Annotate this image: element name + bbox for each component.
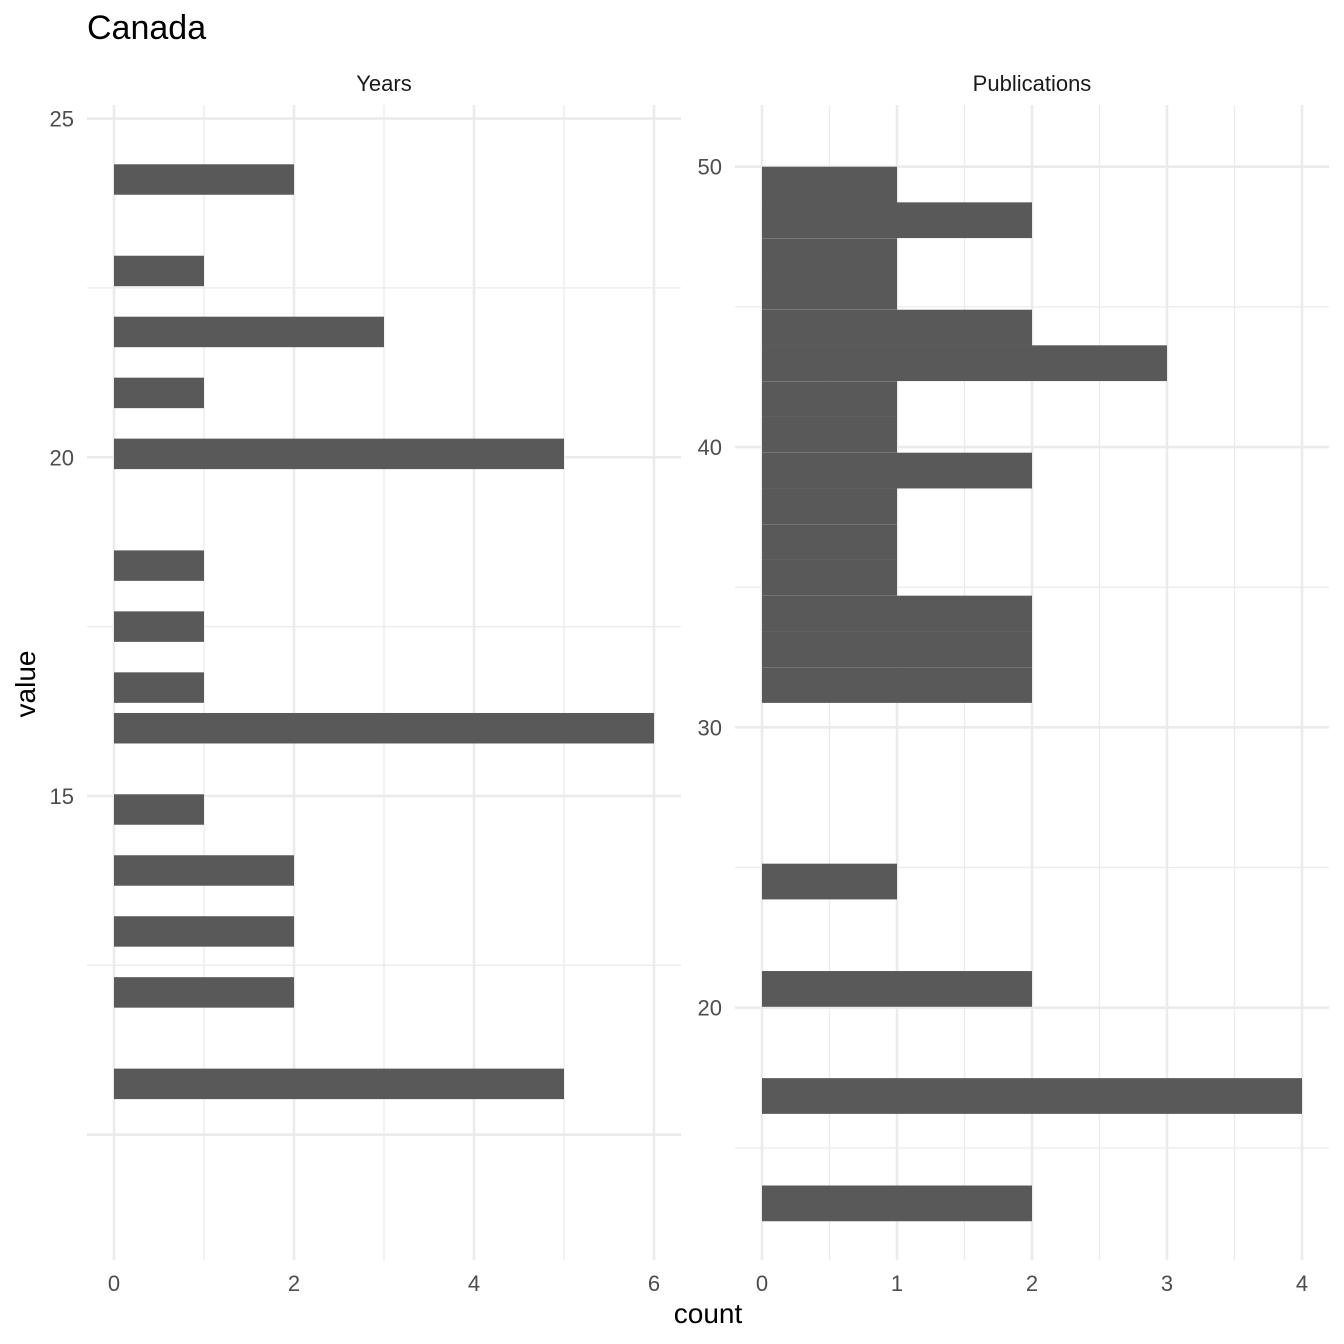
y-tick-label: 25 <box>50 107 74 132</box>
panel-strip-label: Publications <box>973 71 1092 96</box>
panel-publications: Publications 20 30 40 50 0 1 2 3 4 <box>698 71 1329 1296</box>
bar <box>762 1185 1032 1222</box>
bar <box>114 255 204 287</box>
x-tick-label: 2 <box>1026 1271 1038 1296</box>
x-tick-label: 0 <box>756 1271 768 1296</box>
bar <box>114 916 294 947</box>
bar <box>762 166 897 203</box>
bar <box>762 416 897 453</box>
bar <box>762 202 1032 239</box>
panel-strip-label: Years <box>356 71 411 96</box>
x-tick-label: 2 <box>288 1271 300 1296</box>
bar <box>762 1078 1302 1114</box>
bar <box>114 712 654 744</box>
bar <box>114 377 204 409</box>
bar <box>114 672 204 703</box>
bar <box>114 1068 564 1100</box>
y-tick-label: 15 <box>50 784 74 809</box>
bar <box>762 381 897 417</box>
x-tick-label: 4 <box>1296 1271 1308 1296</box>
panels: Years 15 20 25 0 2 4 6 Publications 20 30 40 50 0 1 2 3 4 <box>50 71 1329 1296</box>
bar <box>762 559 897 596</box>
bar <box>762 631 1032 668</box>
bar <box>762 863 897 900</box>
bar <box>114 164 294 195</box>
chart-title: Canada <box>87 9 206 47</box>
bar <box>762 524 897 560</box>
bar <box>114 438 564 470</box>
bar <box>762 309 1032 346</box>
bar <box>762 345 1167 382</box>
y-axis-title: value <box>10 651 41 718</box>
x-tick-label: 4 <box>468 1271 480 1296</box>
y-tick-label: 50 <box>698 155 722 180</box>
y-tick-label: 20 <box>50 445 74 470</box>
x-axis-title: count <box>674 1298 743 1329</box>
y-tick-label: 30 <box>698 715 722 740</box>
bar <box>762 971 1032 1007</box>
y-tick-label: 40 <box>698 435 722 460</box>
x-tick-label: 0 <box>108 1271 120 1296</box>
y-tick-label: 20 <box>698 996 722 1021</box>
bar <box>114 794 204 825</box>
bar <box>114 550 204 581</box>
bar <box>762 238 897 274</box>
x-tick-label: 1 <box>891 1271 903 1296</box>
bar <box>114 855 294 886</box>
bar <box>114 611 204 642</box>
bar <box>762 667 1032 703</box>
bar <box>762 452 1032 489</box>
bar <box>114 316 384 348</box>
bar <box>114 977 294 1008</box>
bar <box>762 595 1032 632</box>
x-tick-label: 6 <box>648 1271 660 1296</box>
panel-years: Years 15 20 25 0 2 4 6 <box>50 71 681 1296</box>
bar <box>762 273 897 310</box>
bar <box>762 488 897 525</box>
x-tick-label: 3 <box>1161 1271 1173 1296</box>
